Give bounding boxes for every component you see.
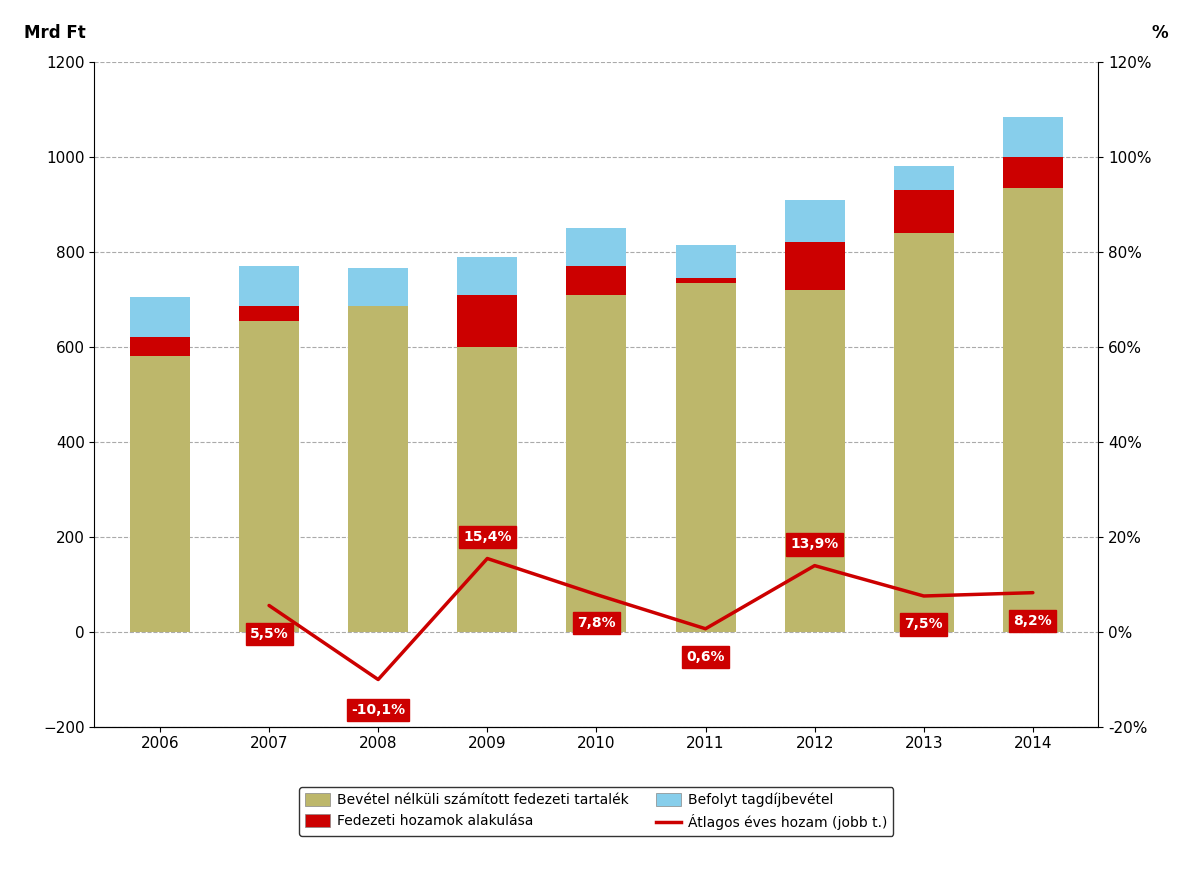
Bar	[784, 243, 844, 290]
Bar	[1003, 157, 1063, 188]
Bar	[457, 346, 517, 632]
Bar	[784, 290, 844, 632]
Bar	[239, 266, 299, 307]
Bar	[1003, 117, 1063, 157]
Bar	[676, 283, 736, 632]
Bar	[676, 245, 736, 278]
Text: 5,5%: 5,5%	[249, 626, 288, 641]
Bar	[457, 257, 517, 295]
Bar	[239, 321, 299, 632]
Bar	[1003, 188, 1063, 632]
Text: Mrd Ft: Mrd Ft	[24, 24, 86, 42]
Bar	[567, 266, 626, 295]
Bar	[130, 338, 190, 356]
Text: 7,8%: 7,8%	[578, 616, 615, 630]
Bar	[348, 307, 409, 632]
Bar	[676, 278, 736, 283]
Bar	[784, 199, 844, 243]
Bar	[348, 268, 409, 307]
Text: 13,9%: 13,9%	[790, 538, 839, 551]
Text: 15,4%: 15,4%	[463, 530, 511, 544]
Bar	[457, 294, 517, 346]
Bar	[567, 295, 626, 632]
Bar	[130, 297, 190, 338]
Bar	[894, 233, 954, 632]
Text: 8,2%: 8,2%	[1013, 614, 1052, 628]
Legend: Bevétel nélküli számított fedezeti tartalék, Fedezeti hozamok alakulása, Befolyt: Bevétel nélküli számított fedezeti tarta…	[300, 788, 893, 835]
Text: 0,6%: 0,6%	[686, 650, 725, 664]
Bar	[239, 307, 299, 321]
Bar	[894, 190, 954, 233]
Text: -10,1%: -10,1%	[351, 703, 405, 718]
Text: 7,5%: 7,5%	[905, 618, 944, 632]
Bar	[567, 229, 626, 266]
Text: %: %	[1151, 24, 1169, 42]
Bar	[894, 167, 954, 190]
Bar	[130, 356, 190, 632]
